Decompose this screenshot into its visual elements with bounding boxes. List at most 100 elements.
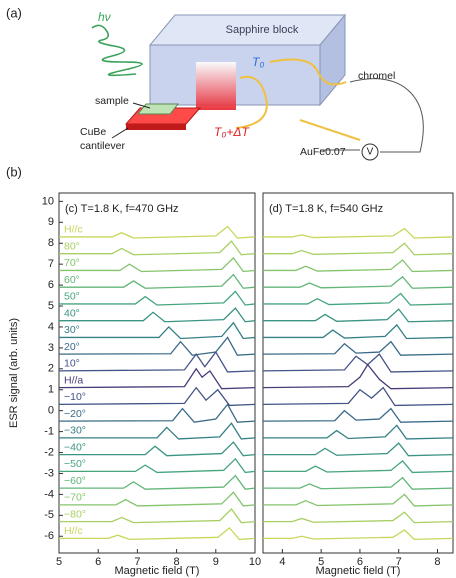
series-label: −70° [64,492,86,504]
light-label: hν [98,10,111,24]
series-label: H//c [64,224,83,236]
spectrum-line [263,529,454,541]
series-label: −20° [64,408,86,420]
spectrum-line [263,460,454,474]
spectrum-line [59,457,256,474]
sample-pointer [132,102,151,109]
spectrum-line [59,422,256,440]
x-tick-label: 5 [56,556,62,568]
light-wave [91,24,143,77]
voltmeter [361,143,379,161]
series-label: −30° [64,425,86,437]
spectrum-line [59,240,256,256]
series-label: 20° [64,341,80,353]
circuit [320,78,424,153]
spectrum-line [59,441,256,457]
series-label: −50° [64,458,86,470]
spectrum-line [262,386,454,407]
y-axis-label: ESR signal (arb. units) [8,318,20,428]
x-tick-label: 7 [134,556,140,568]
series-label: 70° [64,257,80,269]
wire-aufe [235,76,268,129]
x-tick-label: 8 [434,556,440,568]
y-tick-label: -4 [44,488,54,500]
spectrum-line [263,259,454,273]
plot-frame [262,192,454,554]
series-label: 50° [64,291,80,303]
y-tick-label: 9 [48,216,54,228]
series-label: 60° [64,274,80,286]
diagram: (a) hν Sapphire block T₀ sample chromel … [6,5,424,179]
y-tick-label: -5 [44,509,54,521]
spectrum-line [262,407,454,423]
spectrum-line [262,353,454,373]
cantilever-edge [126,124,186,130]
y-tick-label: 5 [48,300,54,312]
block-label: Sapphire block [226,24,299,36]
y-tick-label: -6 [44,530,54,542]
y-tick-label: 0 [48,405,54,417]
series-label: 10° [64,358,80,370]
spectrum-line [58,386,256,407]
series-label: 40° [64,307,80,319]
spectrum-line [59,273,256,289]
y-tick-label: 7 [48,258,54,270]
aufe-label: AuFe0.07 [300,146,346,158]
x-axis-label: Magnetic field (T) [316,565,401,577]
series-label: 80° [64,240,80,252]
spectrum-line [263,242,454,256]
spectrum-line [59,290,256,306]
x-tick-label: 9 [213,556,219,568]
spectrum-line [59,474,256,490]
spectrum-line [263,227,454,239]
y-tick-label: -1 [44,426,54,438]
t0-dt-label: T₀+ΔT [214,125,250,139]
spectrum-line [59,526,256,541]
x-tick-label: 5 [318,556,324,568]
cantilever-label-1: CuBe [80,126,106,138]
spectrum-line [263,292,454,306]
plot-frame [58,192,256,554]
x-tick-label: 7 [396,556,402,568]
series-label: −40° [64,441,86,453]
spectrum-line [59,256,256,273]
series-label: −80° [64,508,86,520]
y-tick-label: -2 [44,446,54,458]
series-label: 30° [64,324,80,336]
spectrum-line [262,340,454,356]
spectrum-line [58,367,256,390]
x-tick-label: 10 [249,556,261,568]
y-tick-label: -3 [44,467,54,479]
series-label: H//c [64,525,83,537]
spectrum-line [59,321,256,340]
spectrum-line [263,275,454,289]
chart-title: (d) T=1.8 K, f=540 GHz [269,203,383,215]
x-tick-label: 8 [174,556,180,568]
y-tick-label: 4 [48,321,54,333]
series-label: −10° [64,391,86,403]
x-tick-label: 4 [279,556,285,568]
spectrum-line [59,225,256,239]
y-tick-label: 2 [48,363,54,375]
thermal-link [196,62,236,110]
spectrum-line [59,491,256,507]
cantilever-label-2: cantilever [80,140,125,152]
spectrum-line [263,424,454,440]
y-tick-label: 8 [48,237,54,249]
spectrum-line [263,308,454,323]
x-tick-label: 6 [95,556,101,568]
spectrum-line [263,493,454,507]
t0-label: T₀ [252,55,264,69]
spectrum-line [59,307,256,323]
panel-label: (b) [6,164,22,179]
y-tick-label: 10 [42,195,54,207]
spectrum-line [58,403,256,423]
y-tick-label: 3 [48,342,54,354]
wire-chromel [269,58,361,141]
spectrum-line [59,508,256,524]
series-label: H//a [64,374,83,386]
panel-label: (a) [6,5,22,20]
chart-title: (c) T=1.8 K, f=470 GHz [65,203,179,215]
sample-label: sample [95,95,129,107]
